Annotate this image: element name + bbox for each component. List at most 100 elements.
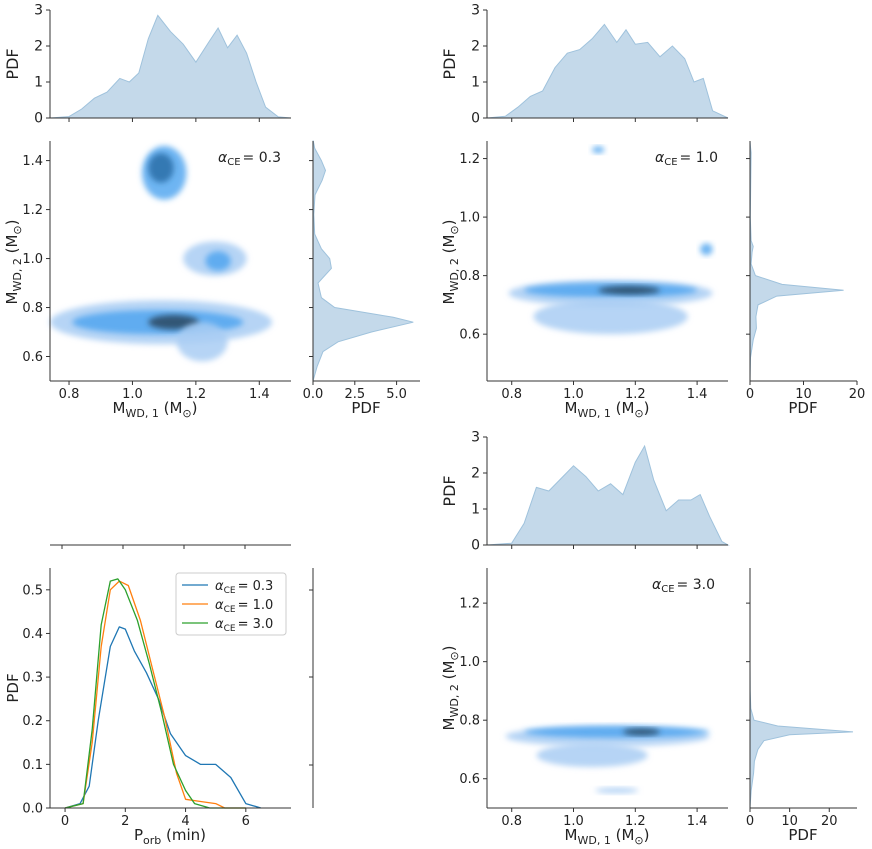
top-marginal-alpha-1.0: 0 1 2 3 PDF (440, 3, 729, 127)
x-tick-label: 6 (242, 814, 250, 829)
y-tick: 0.6 (459, 772, 487, 787)
right-marginal-alpha-0.3: 0.0 2.5 5.0 PDF (303, 140, 420, 417)
x-tick-label: 1.2 (625, 814, 646, 829)
density-contour (148, 153, 174, 183)
x-tick: 0.8 (501, 808, 522, 829)
y-tick: 1.2 (459, 152, 487, 167)
alpha-annotation: αCE = 3.0 (652, 577, 715, 595)
density-contour (176, 322, 228, 362)
y-tick: 1.0 (459, 655, 487, 670)
y-tick: 3 (471, 430, 487, 446)
x-tick-label: 1.0 (122, 387, 143, 402)
x-tick-label: 0 (746, 387, 754, 402)
right-marginal-xlabel: PDF (351, 399, 380, 417)
y-tick-label: 0.8 (459, 714, 480, 729)
series-line (64, 578, 246, 809)
y-tick-label: 0.6 (22, 350, 43, 365)
density-contour (148, 314, 200, 330)
y-tick-label: 0.8 (22, 301, 43, 316)
x-tick: 1.0 (563, 381, 584, 402)
x-tick: 1.2 (186, 381, 207, 402)
y-tick: 0.8 (459, 269, 487, 284)
x-tick-label: 1.4 (687, 387, 708, 402)
y-tick-label: 1.0 (459, 655, 480, 670)
x-tick-label: 10 (795, 387, 812, 402)
panel-porb: 0 2 4 6 0.0 0.1 0.2 0.3 0.4 0.5 Porb (min) PDF αC… (4, 544, 314, 847)
svg-text:αCE= 0.3: αCE = 0.3 (215, 579, 273, 596)
y-tick: 1.0 (459, 211, 487, 226)
empty-right-axis (309, 568, 314, 808)
y-tick-label: 0.3 (22, 671, 43, 686)
x-tick-label: 1.0 (563, 387, 584, 402)
y-tick: 0.1 (22, 758, 50, 773)
y-axis-label: MWD, 2 (M⊙) (3, 220, 24, 305)
y-tick-label: 3 (34, 3, 43, 19)
y-tick: 1.2 (22, 203, 50, 218)
y-tick-label: 0 (471, 538, 480, 554)
marginal-kde-area (49, 14, 292, 119)
y-tick-label: 1.2 (459, 152, 480, 167)
y-tick: 0 (471, 111, 487, 127)
marginal-kde-area (486, 444, 730, 546)
x-tick: 1.2 (625, 381, 646, 402)
density-contour (592, 146, 605, 154)
y-tick: 0.0 (22, 802, 50, 817)
svg-text:αCE= 3.0: αCE = 3.0 (215, 617, 273, 634)
right-marginal-alpha-3.0: 0 10 20 PDF (746, 568, 857, 844)
density-contour (533, 299, 688, 335)
y-tick-label: 2 (34, 39, 43, 55)
y-tick: 1.0 (22, 252, 50, 267)
y-tick: 0.2 (22, 714, 50, 729)
y-tick-label: 0.1 (22, 758, 43, 773)
y-tick-label: 1 (471, 502, 480, 518)
y-tick: 1 (471, 502, 487, 518)
x-tick: 0.0 (303, 381, 323, 402)
y-tick-label: 0.8 (459, 269, 480, 284)
joint-plot-alpha-1.0: 0.8 1.0 1.2 1.4 0.6 0.8 1.0 1.2 αCE = 1.0 MWD, 1… (440, 141, 728, 420)
y-tick-label: 2 (471, 39, 480, 55)
x-tick: 6 (242, 808, 250, 829)
legend-entry: αCE = 1.0 (182, 598, 273, 615)
density-contour (205, 251, 231, 271)
y-tick: 0.4 (22, 627, 50, 642)
x-tick-label: 1.0 (563, 814, 584, 829)
y-tick-label: 0.0 (22, 802, 43, 817)
x-tick: 0 (746, 381, 754, 402)
series-line (64, 580, 246, 809)
x-tick-label: 1.2 (186, 387, 207, 402)
svg-text:αCE= 1.0: αCE = 1.0 (215, 598, 273, 615)
legend-entry: αCE = 0.3 (182, 579, 273, 596)
x-axis-label: MWD, 1 (M⊙) (565, 826, 650, 847)
x-tick-label: 4 (181, 814, 189, 829)
x-tick: 0 (61, 808, 69, 829)
x-tick: 0.8 (501, 381, 522, 402)
x-tick: 2.5 (344, 381, 365, 402)
x-axis-label: MWD, 1 (M⊙) (113, 399, 198, 420)
y-tick: 2 (471, 466, 487, 482)
top-marginal-alpha-3.0: 0 1 2 3 PDF (440, 430, 730, 554)
x-tick-label: 0.8 (59, 387, 80, 402)
y-tick: 0.6 (22, 350, 50, 365)
marginal-kde-area (749, 140, 844, 382)
x-tick-label: 0.8 (501, 814, 522, 829)
y-tick-label: 1.0 (22, 252, 43, 267)
x-tick: 0 (746, 808, 754, 829)
x-tick: 1.2 (625, 808, 646, 829)
y-tick-label: 1 (34, 75, 43, 91)
x-tick: 1.4 (249, 381, 270, 402)
y-tick-label: 0.2 (22, 714, 43, 729)
y-tick: 1 (34, 75, 50, 91)
y-tick-label: 0.6 (459, 772, 480, 787)
y-tick: 2 (34, 39, 50, 55)
y-tick: 3 (471, 3, 487, 19)
marginal-kde-area (312, 140, 414, 382)
y-tick-label: 0 (471, 111, 480, 127)
x-tick: 1.0 (563, 808, 584, 829)
y-tick-label: 2 (471, 466, 480, 482)
panel-alpha-0.3: 0 1 2 3 PDF 0.8 1.0 1.2 1.4 0.6 0.8 1.0 1.2 1.4 αCE… (3, 3, 420, 420)
y-tick: 1.4 (22, 154, 50, 169)
y-tick-label: 3 (471, 3, 480, 19)
joint-plot-alpha-3.0: 0.8 1.0 1.2 1.4 0.6 0.8 1.0 1.2 αCE = 3.0 MWD, 1… (440, 568, 728, 847)
right-marginal-xlabel: PDF (788, 826, 817, 844)
y-tick-label: 1.2 (22, 203, 43, 218)
